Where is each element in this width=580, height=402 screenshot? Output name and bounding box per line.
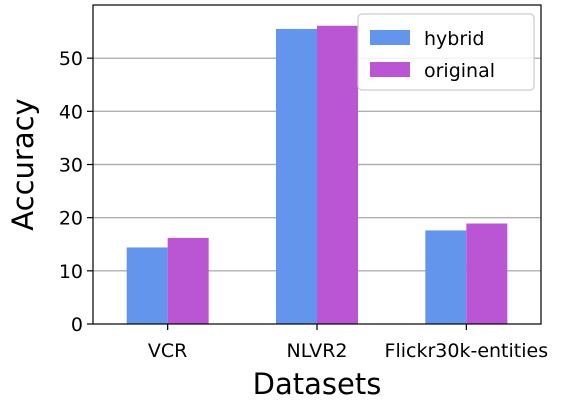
legend-swatch-hybrid [370,30,410,45]
x-tick-label: NLVR2 [287,340,348,362]
bar-original [466,223,508,324]
legend-label-original: original [424,60,495,82]
legend-label-hybrid: hybrid [424,28,485,50]
y-tick-label: 30 [59,155,83,177]
x-axis-ticks: VCR NLVR2 Flickr30k-entities [148,324,548,362]
bar-hybrid [276,28,317,325]
x-tick-label: Flickr30k-entities [385,340,549,362]
bar-original [167,237,209,324]
legend-swatch-original [370,62,410,77]
y-axis-ticks: 0 10 20 30 40 50 [59,48,93,336]
y-tick-label: 40 [59,101,83,123]
y-tick-label: 50 [59,48,83,70]
x-axis-title: Datasets [253,367,382,401]
y-axis-title: Accuracy [6,98,40,230]
bar-original [317,25,358,325]
y-tick-label: 0 [71,314,83,336]
bar-hybrid [425,230,467,324]
bars [126,25,508,325]
y-tick-label: 20 [59,208,83,230]
x-tick-label: VCR [148,340,187,362]
bar-hybrid [126,247,168,324]
legend: hybrid original [357,13,535,91]
y-tick-label: 10 [59,261,83,283]
